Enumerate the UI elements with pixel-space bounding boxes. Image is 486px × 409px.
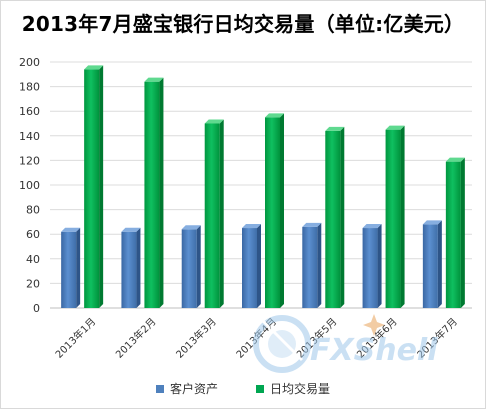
watermark-text: FXShell xyxy=(310,333,438,368)
bar-group xyxy=(121,77,164,309)
bar-side xyxy=(280,113,284,308)
bar-top xyxy=(121,227,141,232)
bar-top xyxy=(204,119,224,124)
bar-customer-assets xyxy=(422,224,438,308)
bar-top xyxy=(385,125,405,130)
bar-daily-volume xyxy=(385,129,401,308)
bar-top xyxy=(144,77,164,82)
y-tick-label: 20 xyxy=(26,277,40,290)
bar-side xyxy=(340,126,345,308)
bar-top xyxy=(302,222,322,227)
x-tick-label: 2013年2月 xyxy=(113,315,159,361)
bar-customer-assets xyxy=(181,229,197,308)
y-tick-label: 200 xyxy=(19,56,40,69)
legend: 客户资产 日均交易量 xyxy=(0,380,486,397)
y-tick-label: 180 xyxy=(19,81,40,94)
bar-top xyxy=(325,126,345,131)
bar-side xyxy=(99,65,104,308)
fxshell-watermark-logo: FXShell xyxy=(253,314,438,373)
bar-side xyxy=(219,119,224,308)
y-tick-label: 0 xyxy=(33,302,40,315)
bar-daily-volume xyxy=(84,69,100,308)
bar-top xyxy=(362,224,382,229)
bar-side xyxy=(317,222,322,308)
bar-customer-assets xyxy=(362,228,378,308)
bar-customer-assets xyxy=(61,231,77,308)
bar-side xyxy=(159,77,164,309)
bar-side xyxy=(377,224,382,308)
bar-daily-volume xyxy=(144,81,160,309)
bar-top xyxy=(422,220,442,225)
bar-daily-volume xyxy=(204,123,220,308)
legend-label-customer-assets: 客户资产 xyxy=(169,382,218,396)
bar-side xyxy=(437,220,442,308)
chart-title: 2013年7月盛宝银行日均交易量（单位:亿美元） xyxy=(21,12,465,36)
bar-group xyxy=(242,113,284,308)
bar-side xyxy=(136,227,141,308)
bar-side xyxy=(460,157,465,308)
y-tick-label: 120 xyxy=(19,154,40,167)
bar-top xyxy=(242,224,261,229)
bar-group xyxy=(181,119,224,308)
y-axis-ticks: 0 20 40 60 80 100 120 140 160 180 200 xyxy=(19,56,40,315)
bar-group xyxy=(61,65,104,308)
bar-side xyxy=(400,125,405,309)
y-tick-label: 80 xyxy=(26,204,40,217)
bar-side xyxy=(76,227,81,308)
legend-swatch-customer-assets xyxy=(155,384,164,393)
legend-label-daily-volume: 日均交易量 xyxy=(270,382,331,396)
bars xyxy=(61,65,465,309)
bar-top xyxy=(445,157,465,162)
bar-daily-volume xyxy=(445,161,461,308)
bar-group xyxy=(422,157,465,308)
bar-customer-assets xyxy=(302,226,318,308)
legend-item-customer-assets: 客户资产 xyxy=(155,380,218,397)
bar-top xyxy=(181,225,201,230)
bar-daily-volume xyxy=(265,117,280,308)
bar-top xyxy=(84,65,104,70)
x-tick-label: 2013年1月 xyxy=(52,315,98,361)
legend-item-daily-volume: 日均交易量 xyxy=(256,380,330,397)
legend-swatch-daily-volume xyxy=(256,384,264,393)
bar-daily-volume xyxy=(325,130,341,308)
y-tick-label: 100 xyxy=(19,179,40,192)
bar-side xyxy=(257,224,261,308)
bar-customer-assets xyxy=(242,228,257,308)
bar-group xyxy=(362,125,405,309)
bar-top xyxy=(265,113,284,118)
y-tick-label: 60 xyxy=(26,228,40,241)
bar-group xyxy=(302,126,345,308)
y-tick-label: 160 xyxy=(19,105,40,118)
bar-top xyxy=(61,227,81,232)
y-tick-label: 140 xyxy=(19,130,40,143)
y-tick-label: 40 xyxy=(26,253,40,266)
bar-side xyxy=(196,225,201,308)
bar-customer-assets xyxy=(121,231,137,308)
x-tick-label: 2013年3月 xyxy=(173,315,219,361)
